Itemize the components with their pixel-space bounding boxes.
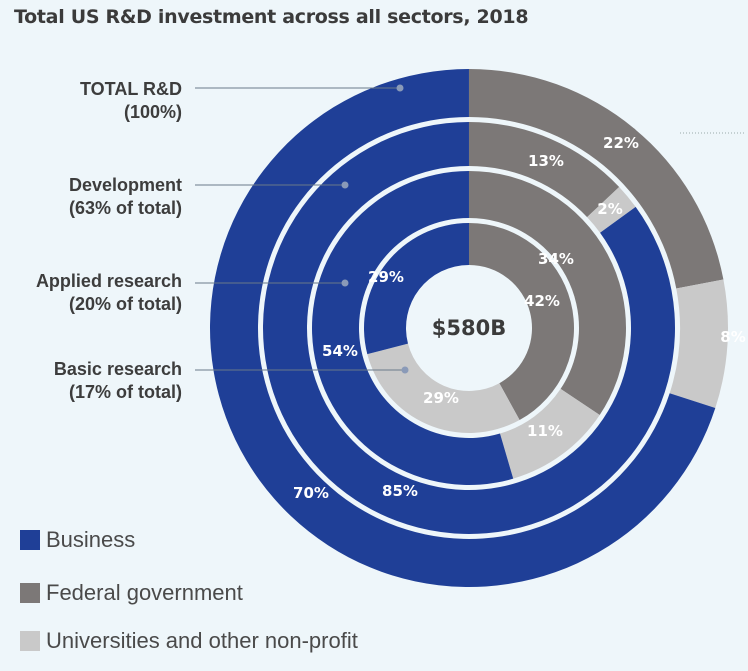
ring-2-segment-business [312,171,514,485]
segment-value-label: 13% [528,152,564,170]
segment-value-label: 29% [368,268,404,286]
ring-label: Applied research (20% of total) [36,270,182,316]
ring-label-title: Applied research [35,271,182,291]
ring-3-segment-universities [367,343,520,433]
legend-swatch [20,530,40,550]
legend-swatch [20,631,40,651]
legend-item: Universities and other non-profit [20,628,358,654]
ring-label-share: (20% of total) [68,294,182,314]
ring-1-segment-universities [587,186,636,233]
segment-value-label: 22% [603,134,639,152]
ring-0-segment-universities [669,279,728,409]
ring-label: TOTAL R&D (100%) [80,78,182,124]
ring-label-title: TOTAL R&D [80,79,182,99]
ring-label: Basic research (17% of total) [54,358,182,404]
leader-dot [341,181,349,189]
segment-value-label: 2% [597,200,622,218]
ring-label-title: Development [68,175,182,195]
ring-3-segment-federal [469,223,574,421]
legend-label: Business [46,527,136,552]
ring-2-segment-federal [469,171,626,415]
ring-1-segment-federal [469,122,620,218]
segment-value-label: 70% [293,484,329,502]
segment-value-label: 8% [720,328,745,346]
segment-value-label: 11% [527,422,563,440]
segment-value-label: 29% [423,389,459,407]
ring-0-segment-federal [469,69,724,289]
segment-value-label: 85% [382,482,418,500]
ring-label-title: Basic research [53,359,182,379]
legend-item: Business [20,527,135,553]
legend-label: Federal government [46,580,243,605]
center-total-label: $580B [432,316,506,340]
ring-3-segment-business [364,223,469,355]
ring-label-share: (63% of total) [68,198,182,218]
leader-dot [401,366,409,374]
legend-label: Universities and other non-profit [46,628,358,653]
chart-title: Total US R&D investment across all secto… [14,6,529,28]
legend-item: Federal government [20,580,243,606]
legend-swatch [20,583,40,603]
ring-label-share: (100%) [123,102,182,122]
leader-dot [341,279,349,287]
segment-value-label: 42% [524,292,560,310]
ring-2-segment-universities [499,388,600,479]
ring-label-share: (17% of total) [68,382,182,402]
leader-dot [396,84,404,92]
ring-label: Development (63% of total) [69,174,182,220]
segment-value-label: 54% [322,342,358,360]
segment-value-label: 34% [538,250,574,268]
